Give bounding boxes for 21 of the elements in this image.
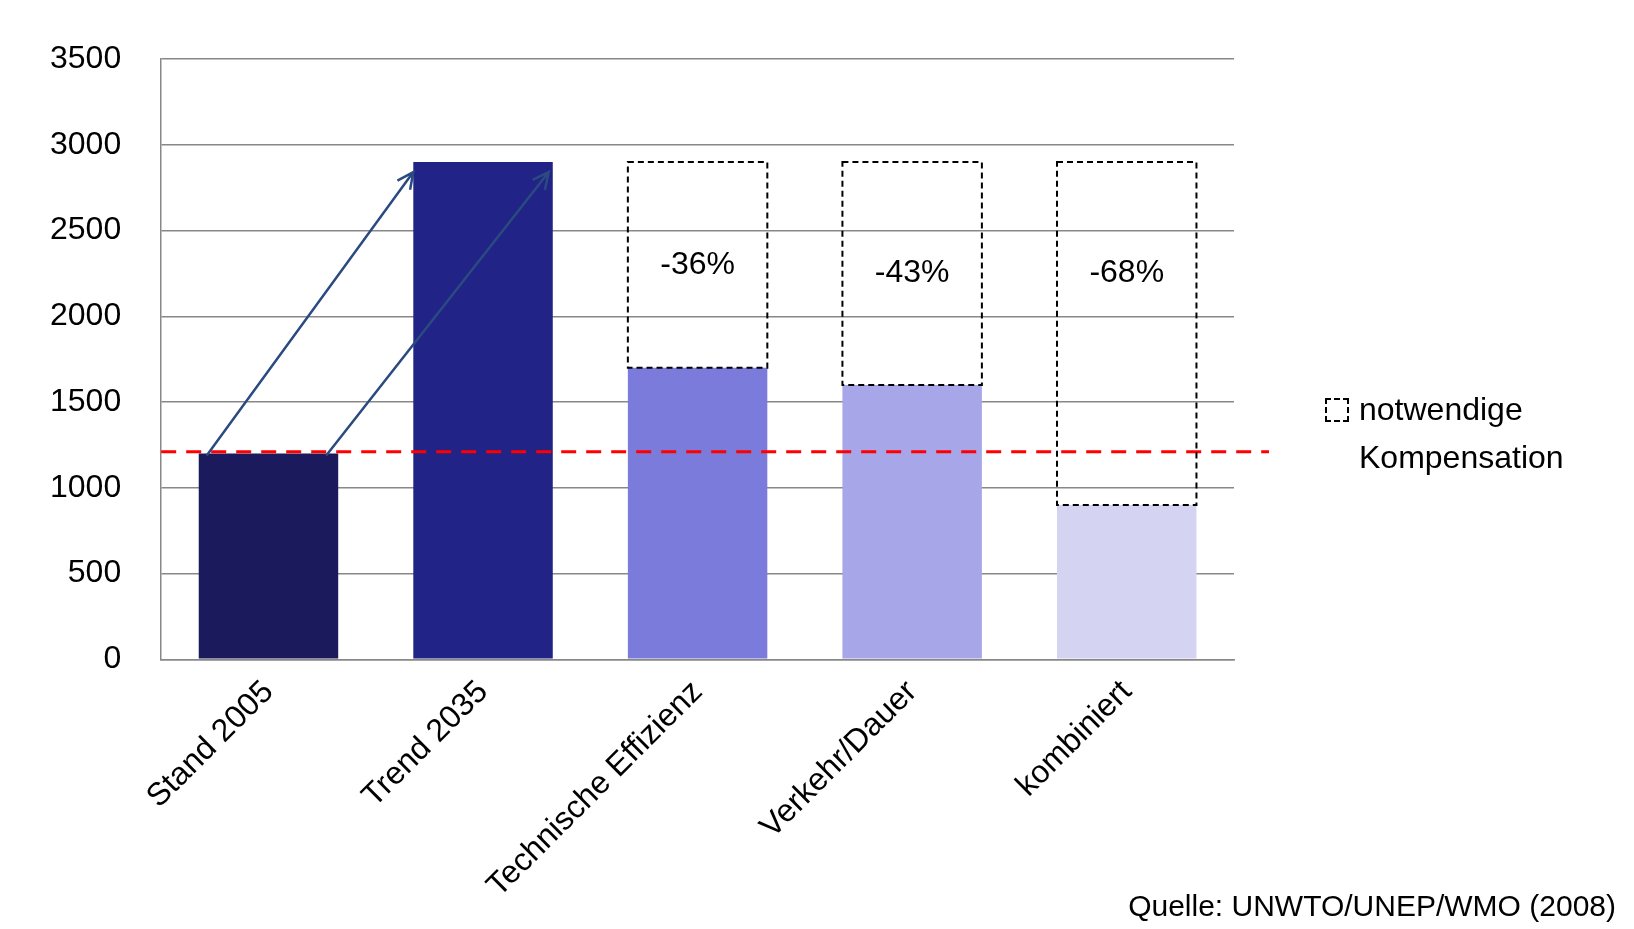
legend-label: notwendige Kompensation bbox=[1359, 390, 1565, 477]
bar bbox=[1055, 161, 1198, 506]
y-tick-label: 2500 bbox=[50, 210, 122, 247]
annotation: -36% bbox=[660, 244, 735, 281]
bar bbox=[1056, 504, 1197, 659]
bar bbox=[626, 161, 769, 369]
annotation: -68% bbox=[1089, 253, 1165, 290]
bar bbox=[198, 453, 339, 659]
bar bbox=[627, 367, 768, 659]
bar bbox=[841, 161, 983, 386]
bar bbox=[413, 162, 553, 659]
y-tick-label: 3000 bbox=[50, 124, 122, 161]
y-tick-label: 1500 bbox=[50, 381, 122, 418]
y-tick-label: 0 bbox=[103, 639, 122, 676]
annotation: -43% bbox=[874, 253, 950, 290]
y-tick-label: 500 bbox=[67, 553, 122, 590]
y-tick-label: 1000 bbox=[50, 467, 122, 504]
bar bbox=[842, 384, 982, 659]
y-tick-label: 3500 bbox=[50, 39, 122, 76]
source-note: Quelle: UNWTO/UNEP/WMO (2008) bbox=[1128, 889, 1616, 923]
y-tick-label: 2000 bbox=[50, 296, 122, 333]
